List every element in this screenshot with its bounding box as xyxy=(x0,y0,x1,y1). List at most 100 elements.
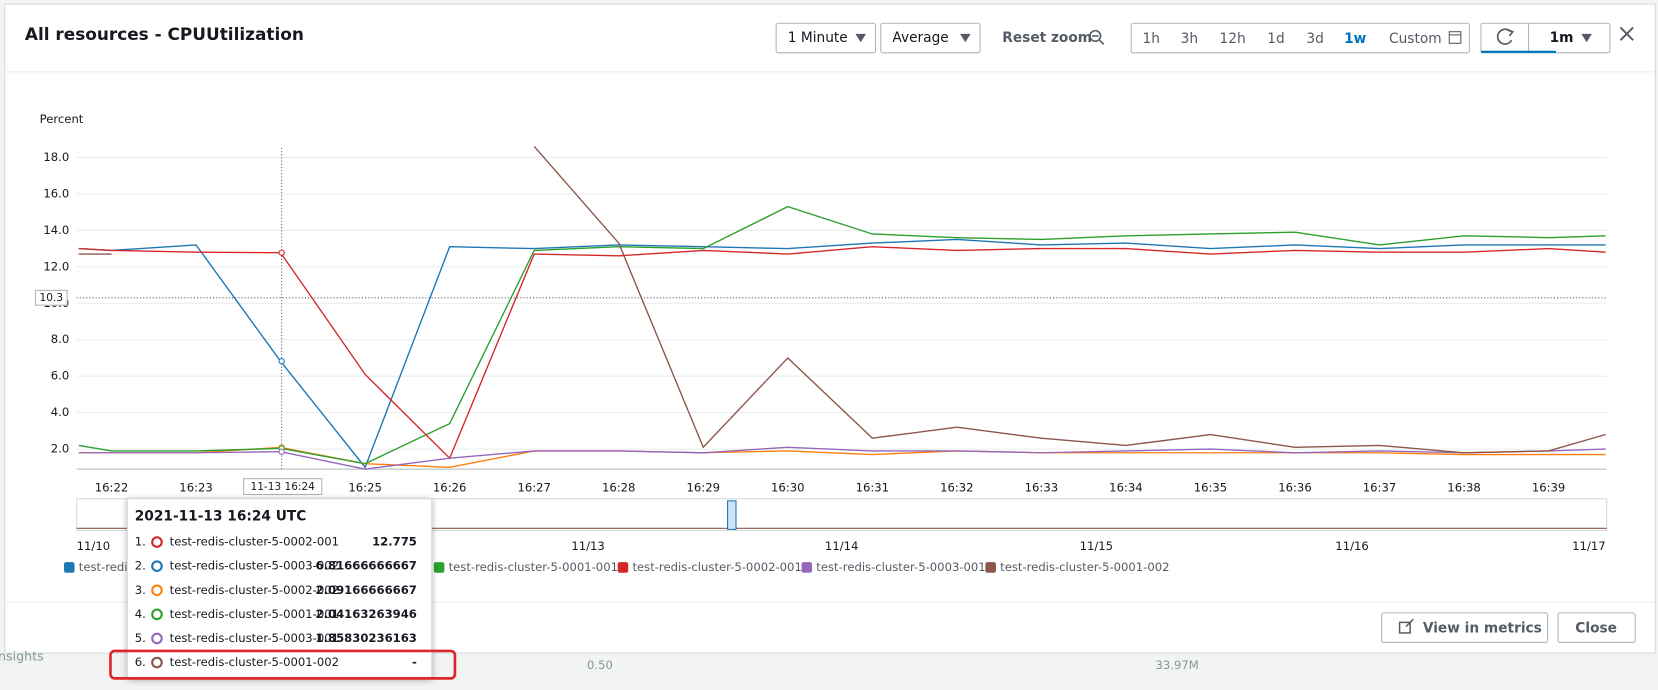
x-tick-label: 16:23 xyxy=(179,481,212,495)
dropdown-box[interactable] xyxy=(775,22,877,54)
series-line xyxy=(78,146,1606,454)
legend-swatch xyxy=(985,562,996,573)
legend-swatch xyxy=(63,562,75,573)
zoom-icon xyxy=(1089,29,1105,45)
x-tick-label: 16:28 xyxy=(602,481,635,495)
x-tick-label: 16:37 xyxy=(1363,481,1396,495)
plot: 2.04.06.08.010.012.014.016.018.016:2216:… xyxy=(34,146,1607,496)
modal-title: All resources - CPUUtilization xyxy=(25,24,304,44)
x-tick-label: 16:22 xyxy=(95,481,128,495)
navigator-labels: 11/10 11/13 11/14 11/15 11/16 11/17 xyxy=(77,539,1606,553)
button-box[interactable] xyxy=(1381,612,1549,643)
x-tick-label: 16:26 xyxy=(433,481,466,495)
close-button[interactable]: Close xyxy=(1557,612,1636,643)
y-axis-label: Percent xyxy=(40,112,84,126)
close-x[interactable] xyxy=(1619,26,1634,41)
dropdown-label[interactable]: Average xyxy=(892,30,948,46)
x-tick-label: 16:32 xyxy=(940,481,973,495)
background-label: 33.97M xyxy=(1156,658,1199,672)
tooltip-title: 2021-11-13 16:24 UTC xyxy=(135,509,307,525)
tooltip-value: 6.81666666667 xyxy=(316,559,417,573)
tooltip-marker xyxy=(151,560,163,572)
x-tick-label: 16:39 xyxy=(1532,481,1565,495)
navigator-label: 11/14 xyxy=(825,539,858,553)
background-label: Insights xyxy=(0,649,44,664)
y-tick-label: 4.0 xyxy=(51,405,69,419)
button-label[interactable]: View in metrics xyxy=(1423,621,1542,637)
view-in-metrics[interactable]: View in metrics xyxy=(1381,612,1549,643)
tooltip-rank: 3. xyxy=(135,583,146,597)
hover-point xyxy=(278,448,285,455)
statistic-dropdown[interactable]: Average xyxy=(880,22,981,54)
legend-label[interactable]: test-redis-cluster-5-0001-001 xyxy=(449,560,618,574)
button-box[interactable] xyxy=(1557,612,1636,643)
range-button[interactable]: 12h xyxy=(1220,31,1246,47)
caret xyxy=(1581,33,1592,43)
legend-label[interactable]: test-redis-cluster-5-0001-002 xyxy=(1000,560,1169,574)
range-button[interactable]: Custom xyxy=(1389,31,1442,47)
tooltip-rank: 2. xyxy=(135,559,146,573)
tooltip-marker xyxy=(151,584,163,597)
range-buttons: 1h 3h 12h 1d 3d 1w Custom xyxy=(1143,31,1442,47)
x-tick-label: 16:25 xyxy=(348,481,381,495)
tooltip-name: test-redis-cluster-5-0002-002 xyxy=(170,583,339,597)
tooltip-marker xyxy=(151,632,163,645)
caret xyxy=(855,33,866,43)
crosshair-y-label: 10.3 xyxy=(40,292,63,304)
tooltip-marker xyxy=(151,608,163,621)
legend-swatch xyxy=(433,562,445,573)
range-button[interactable]: 3d xyxy=(1306,31,1323,47)
refresh-group xyxy=(1480,22,1611,54)
legend-label[interactable]: test-redis-cluster-5-0003-001 xyxy=(816,560,985,574)
tooltip-marker xyxy=(151,656,163,669)
crosshair-y-box xyxy=(34,289,68,306)
tooltip-value: 2.04163263946 xyxy=(316,607,417,621)
dropdown-label[interactable]: 1 Minute xyxy=(788,30,848,46)
refresh-arrow xyxy=(1507,28,1514,37)
x-tick-label: 16:30 xyxy=(771,481,804,495)
range-button[interactable]: 1h xyxy=(1143,31,1160,47)
x-tick-label: 16:31 xyxy=(856,481,889,495)
legend-swatch xyxy=(801,562,813,573)
x-tick-label: 16:34 xyxy=(1109,481,1142,495)
tooltip-value: 12.775 xyxy=(372,535,417,549)
series-line xyxy=(78,246,1606,460)
crosshair-x-box xyxy=(243,478,323,496)
button-label[interactable]: Close xyxy=(1575,621,1617,637)
hover-point xyxy=(278,249,285,256)
crosshair-x-label: 11-13 16:24 xyxy=(251,481,316,493)
tooltip-rank: 6. xyxy=(135,655,146,669)
range-button[interactable]: 3h xyxy=(1181,31,1198,47)
y-tick-label: 14.0 xyxy=(43,223,69,237)
navigator-window[interactable] xyxy=(727,500,737,530)
y-tick-label: 12.0 xyxy=(43,259,69,273)
highlight-box xyxy=(109,649,457,680)
tooltip-rank: 1. xyxy=(135,535,146,549)
legend-label[interactable]: test-redis-cluster-5-0002-001 xyxy=(632,560,801,574)
reset-zoom[interactable]: Reset zoom xyxy=(1002,30,1092,46)
tooltip-marker xyxy=(151,536,163,548)
tooltip-name: test-redis-cluster-5-0003-002 xyxy=(170,559,339,573)
tooltip-value: 1.85830236163 xyxy=(316,631,417,645)
caret xyxy=(960,33,971,43)
y-tick-label: 2.0 xyxy=(51,442,69,456)
tooltip-name: test-redis-cluster-5-0003-001 xyxy=(170,631,339,645)
range-button[interactable]: 1d xyxy=(1267,31,1284,47)
tooltip-name: test-redis-cluster-5-0001-001 xyxy=(170,607,339,621)
refresh-interval[interactable]: 1m xyxy=(1550,30,1574,46)
period-dropdown[interactable]: 1 Minute xyxy=(775,22,877,54)
refresh-icon[interactable] xyxy=(1496,28,1513,45)
x-tick-label: 16:38 xyxy=(1447,481,1480,495)
range-button[interactable]: 1w xyxy=(1344,31,1367,47)
background-label: 0.50 xyxy=(587,658,613,672)
series-line xyxy=(78,205,1606,465)
legend-swatch xyxy=(617,562,629,573)
external-icon xyxy=(1398,618,1414,634)
hover-point xyxy=(278,358,285,365)
series-line xyxy=(78,446,1606,470)
y-tick-label: 8.0 xyxy=(51,332,69,346)
dropdown-box[interactable] xyxy=(880,22,981,54)
calendar-icon xyxy=(1448,31,1462,44)
